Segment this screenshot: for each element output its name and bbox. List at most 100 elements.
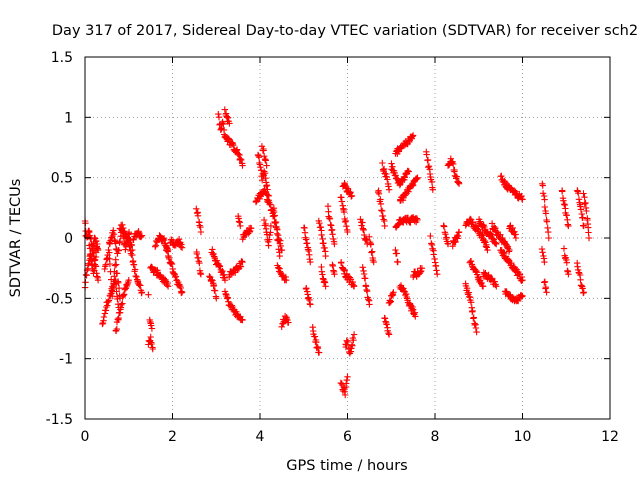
data-point bbox=[110, 227, 117, 234]
data-point bbox=[232, 269, 239, 276]
data-point bbox=[539, 182, 546, 189]
data-point bbox=[115, 285, 123, 292]
data-point bbox=[209, 277, 216, 284]
data-point bbox=[119, 292, 127, 299]
data-point bbox=[485, 271, 492, 279]
segment bbox=[101, 246, 124, 302]
data-point bbox=[257, 164, 264, 171]
data-point bbox=[350, 337, 357, 344]
data-point bbox=[108, 287, 115, 294]
segment bbox=[116, 221, 146, 297]
data-point bbox=[105, 298, 112, 305]
data-point bbox=[134, 229, 142, 236]
segment bbox=[462, 280, 480, 336]
data-point bbox=[342, 391, 349, 399]
segment bbox=[339, 180, 356, 200]
data-point bbox=[178, 241, 185, 248]
data-point bbox=[375, 190, 383, 197]
data-point bbox=[236, 219, 243, 226]
data-point bbox=[211, 287, 219, 294]
data-point bbox=[348, 193, 355, 200]
segment bbox=[221, 288, 246, 324]
data-point bbox=[239, 316, 246, 324]
chart-title: Day 317 of 2017, Sidereal Day-to-day VTE… bbox=[52, 23, 638, 39]
data-point bbox=[455, 180, 463, 187]
data-point bbox=[467, 299, 475, 306]
data-point bbox=[145, 291, 152, 298]
data-point bbox=[306, 256, 313, 263]
data-point bbox=[258, 167, 265, 174]
data-point bbox=[222, 110, 230, 117]
data-point bbox=[197, 228, 205, 236]
data-point bbox=[343, 337, 350, 344]
segment bbox=[337, 373, 351, 399]
data-point bbox=[434, 271, 441, 278]
y-axis-label: SDTVAR / TECUs bbox=[8, 179, 24, 298]
data-point bbox=[542, 284, 549, 291]
data-point bbox=[316, 220, 323, 227]
data-point bbox=[115, 314, 122, 322]
data-point bbox=[563, 212, 570, 219]
segment bbox=[392, 246, 401, 266]
data-point bbox=[321, 278, 328, 285]
data-point bbox=[275, 246, 282, 253]
data-point bbox=[113, 261, 120, 268]
data-point bbox=[465, 219, 472, 227]
data-point bbox=[209, 246, 216, 253]
data-point bbox=[194, 212, 202, 219]
data-point bbox=[519, 292, 526, 300]
data-point bbox=[106, 260, 114, 268]
x-axis-label: GPS time / hours bbox=[286, 458, 407, 474]
data-point bbox=[565, 271, 572, 278]
data-point bbox=[384, 176, 391, 183]
data-point bbox=[362, 275, 369, 282]
data-point bbox=[579, 214, 586, 221]
axes: 0 2 4 6 8 10 12 -1.5 -1 -0.5 0 0.5 1 1.5 bbox=[46, 50, 619, 445]
segment bbox=[226, 258, 246, 281]
x-tick-label: 4 bbox=[256, 429, 265, 445]
data-point bbox=[307, 301, 314, 308]
data-point bbox=[319, 271, 326, 278]
data-point bbox=[314, 345, 322, 352]
data-point bbox=[425, 163, 433, 170]
data-point bbox=[148, 322, 155, 329]
data-point bbox=[102, 261, 109, 268]
segment bbox=[488, 220, 513, 255]
data-point bbox=[414, 174, 421, 181]
data-point bbox=[367, 241, 375, 248]
segment bbox=[388, 160, 412, 189]
segment bbox=[315, 217, 329, 260]
data-point bbox=[377, 200, 385, 208]
data-point bbox=[449, 243, 456, 250]
data-point bbox=[565, 222, 572, 230]
data-point bbox=[369, 248, 376, 255]
segment bbox=[163, 244, 186, 297]
data-point bbox=[585, 229, 592, 236]
data-point bbox=[360, 267, 367, 275]
data-point bbox=[88, 253, 96, 260]
data-point bbox=[385, 183, 392, 190]
data-point bbox=[261, 222, 268, 229]
data-point bbox=[545, 234, 552, 242]
segment bbox=[497, 172, 526, 203]
data-point bbox=[91, 267, 98, 274]
segment bbox=[375, 187, 388, 230]
data-point bbox=[260, 216, 268, 224]
segment bbox=[444, 155, 463, 187]
data-point bbox=[519, 277, 526, 284]
data-point bbox=[455, 228, 463, 236]
data-point bbox=[365, 296, 372, 303]
segment bbox=[342, 331, 358, 357]
data-point bbox=[442, 231, 449, 238]
segment bbox=[506, 222, 520, 242]
data-point bbox=[542, 210, 550, 217]
data-point bbox=[381, 315, 389, 322]
data-point bbox=[106, 240, 114, 247]
segment bbox=[381, 314, 393, 338]
data-point bbox=[120, 291, 128, 298]
data-point bbox=[349, 278, 356, 286]
segment bbox=[357, 216, 371, 248]
data-point bbox=[125, 277, 132, 284]
data-point bbox=[278, 323, 285, 330]
data-point bbox=[543, 289, 550, 296]
